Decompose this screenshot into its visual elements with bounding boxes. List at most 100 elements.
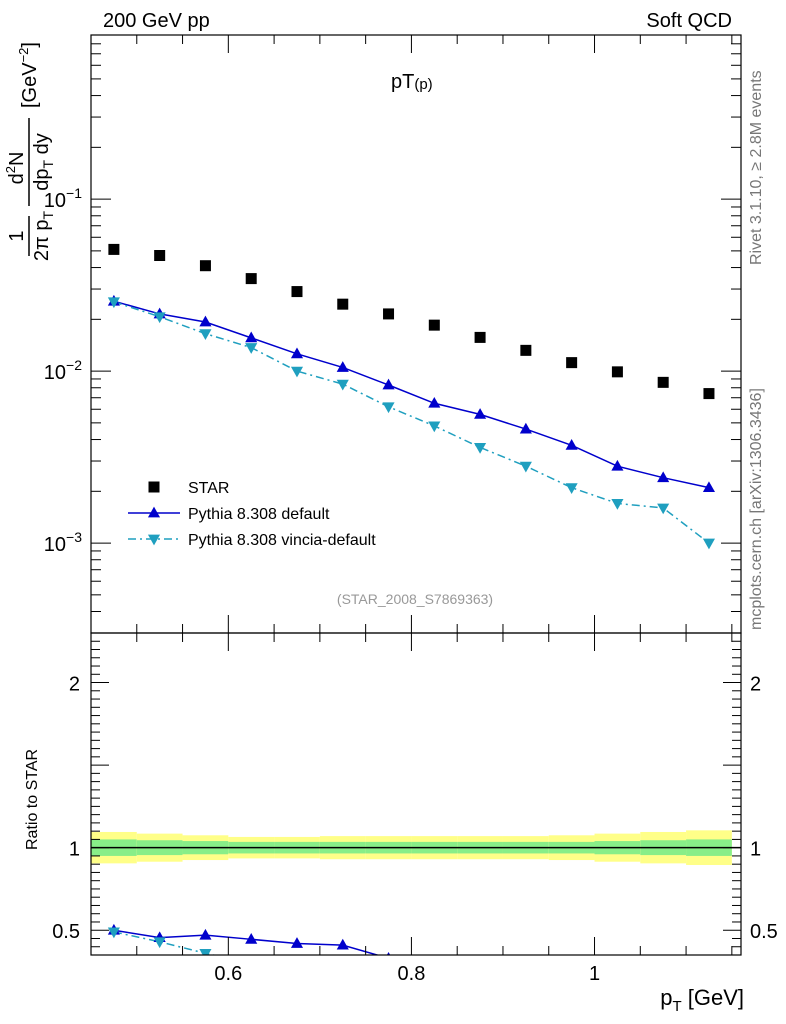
main-point-s1: [199, 315, 212, 327]
ratio-series-markers: [107, 923, 394, 995]
main-point-s1: [611, 459, 624, 471]
main-point-s2: [474, 443, 487, 454]
ratio-point-s1: [107, 927, 120, 939]
ratio-point-s0: [245, 932, 258, 944]
main-y-tick-label: 10−2: [44, 357, 82, 384]
main-point-s0: [245, 273, 257, 285]
main-point-s0: [428, 319, 440, 331]
header-left-label: 200 GeV pp: [103, 10, 210, 32]
ylabel-two-pi-pt: 2π pT: [31, 210, 56, 261]
ratio-y-tick-label: 1: [69, 839, 80, 861]
main-point-s1: [474, 408, 487, 419]
main-panel: 10−110−210−3 pT(p) (STAR_2008_S7869363) …: [3, 34, 742, 634]
main-point-s0: [108, 243, 120, 255]
main-point-s2: [382, 402, 395, 414]
main-y-tick-base: 10: [44, 190, 66, 212]
main-point-s1: [565, 439, 578, 450]
main-point-s2: [336, 379, 349, 391]
main-y-tick-base: 10: [44, 534, 66, 556]
main-point-s2: [611, 499, 624, 510]
main-point-s2: [657, 503, 670, 515]
main-point-s1: [657, 471, 670, 483]
main-point-s1: [702, 481, 716, 493]
mcplots-label: mcplots.cern.ch [arXiv:1306.3436]: [748, 388, 765, 630]
main-y-tick-exponent: −1: [66, 185, 82, 201]
main-series-line-1: [113, 300, 710, 489]
main-y-tick-label: 10−3: [44, 529, 82, 556]
main-axis-ticks: [90, 34, 741, 634]
ratio-point-s0: [199, 928, 212, 940]
legend-marker-1: [147, 506, 161, 518]
main-point-s1: [519, 422, 532, 434]
main-point-s1: [245, 331, 258, 343]
main-y-axis-label: 1 2π pT d2N dpT dy [GeV−2]: [3, 42, 56, 261]
watermark-label: (STAR_2008_S7869363): [337, 591, 493, 607]
main-point-s0: [383, 308, 395, 320]
ratio-y-tick-labels: 0.5 0.5 1 1 2 2: [52, 674, 778, 944]
main-point-s0: [474, 331, 486, 343]
x-tick-label: 0.6: [214, 963, 242, 985]
main-point-s0: [566, 357, 578, 369]
main-point-s2: [199, 329, 212, 341]
ratio-point-s1: [245, 959, 257, 970]
legend-marker-2: [147, 534, 161, 546]
plot-title-main: pT: [391, 71, 414, 93]
main-point-s0: [199, 260, 211, 272]
x-tick-label: 0.8: [398, 963, 426, 985]
legend: STAR Pythia 8.308 default Pythia 8.308 vin…: [128, 480, 376, 549]
main-point-s0: [291, 286, 303, 298]
ratio-point-s0: [386, 951, 391, 955]
legend-label-0: STAR: [188, 480, 229, 497]
ratio-point-s1: [199, 948, 212, 955]
main-point-s2: [290, 366, 304, 378]
main-y-tick-labels: 10−110−210−3: [44, 185, 82, 556]
ratio-y-axis-label: Ratio to STAR: [24, 749, 41, 850]
main-y-tick-exponent: −3: [66, 529, 82, 545]
main-y-tick-label: 10−1: [44, 185, 82, 212]
main-point-s1: [290, 347, 304, 359]
ratio-y-tick-label-right: 2: [750, 674, 761, 696]
ratio-y-tick-label: 0.5: [52, 921, 80, 943]
main-y-tick-exponent: −2: [66, 357, 82, 373]
ratio-y-tick-label-right: 0.5: [750, 921, 778, 943]
main-point-s1: [336, 361, 349, 372]
ratio-point-s1: [382, 984, 394, 995]
ratio-panel: 0.5 0.5 1 1 2 2 0.6 0.8 1 Ratio to STAR pT [GeV…: [24, 632, 778, 1015]
main-point-s0: [520, 344, 532, 356]
ylabel-one: 1: [6, 230, 28, 241]
main-point-s2: [565, 483, 578, 494]
ratio-point-s1: [337, 975, 349, 986]
main-y-tick-base: 10: [44, 362, 66, 384]
ylabel-d2n: d2N: [3, 152, 28, 185]
main-point-s2: [428, 421, 441, 433]
main-series-lines: [113, 300, 710, 544]
main-point-s0: [657, 376, 669, 388]
main-point-s0: [611, 366, 623, 378]
ratio-x-tick-labels: 0.6 0.8 1: [214, 963, 600, 985]
x-axis-label-sub: T: [672, 998, 681, 1015]
x-axis-label-unit: [GeV]: [682, 985, 744, 1010]
rivet-version-label: Rivet 3.1.10, ≥ 2.8M events: [748, 70, 765, 265]
ratio-point-s1: [153, 937, 166, 949]
x-tick-label: 1: [589, 963, 600, 985]
main-point-s1: [428, 396, 441, 408]
x-axis-label: pT [GeV]: [660, 985, 744, 1015]
ratio-plot-frame: [90, 632, 742, 956]
ratio-axis-ticks: [90, 632, 741, 956]
plot-title-sub: (p): [414, 76, 432, 93]
main-point-s2: [153, 312, 166, 324]
ylabel-dpt-dy: dpT dy: [31, 133, 56, 191]
main-point-s2: [519, 461, 532, 473]
main-point-s0: [337, 298, 349, 310]
main-series-line-2: [113, 301, 710, 544]
legend-label-2: Pythia 8.308 vincia-default: [188, 532, 376, 549]
main-point-s0: [703, 388, 715, 400]
main-point-s2: [107, 297, 120, 309]
header-right-label: Soft QCD: [646, 10, 732, 32]
main-point-s1: [382, 378, 395, 390]
ylabel-units: [GeV−2]: [16, 42, 41, 108]
main-series-markers: [107, 243, 716, 550]
ratio-point-s0: [336, 938, 349, 950]
main-point-s2: [702, 538, 716, 550]
